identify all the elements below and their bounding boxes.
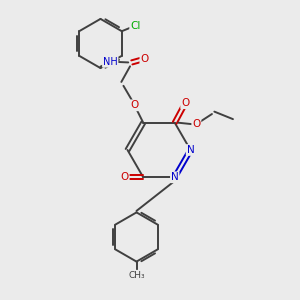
Text: NH: NH: [103, 57, 118, 67]
Text: N: N: [171, 172, 178, 182]
Text: O: O: [140, 54, 148, 64]
Text: N: N: [187, 145, 194, 155]
Text: O: O: [192, 119, 200, 129]
Text: O: O: [121, 172, 129, 182]
Text: CH₃: CH₃: [128, 271, 145, 280]
Text: O: O: [181, 98, 189, 108]
Text: O: O: [131, 100, 139, 110]
Text: Cl: Cl: [130, 21, 140, 31]
